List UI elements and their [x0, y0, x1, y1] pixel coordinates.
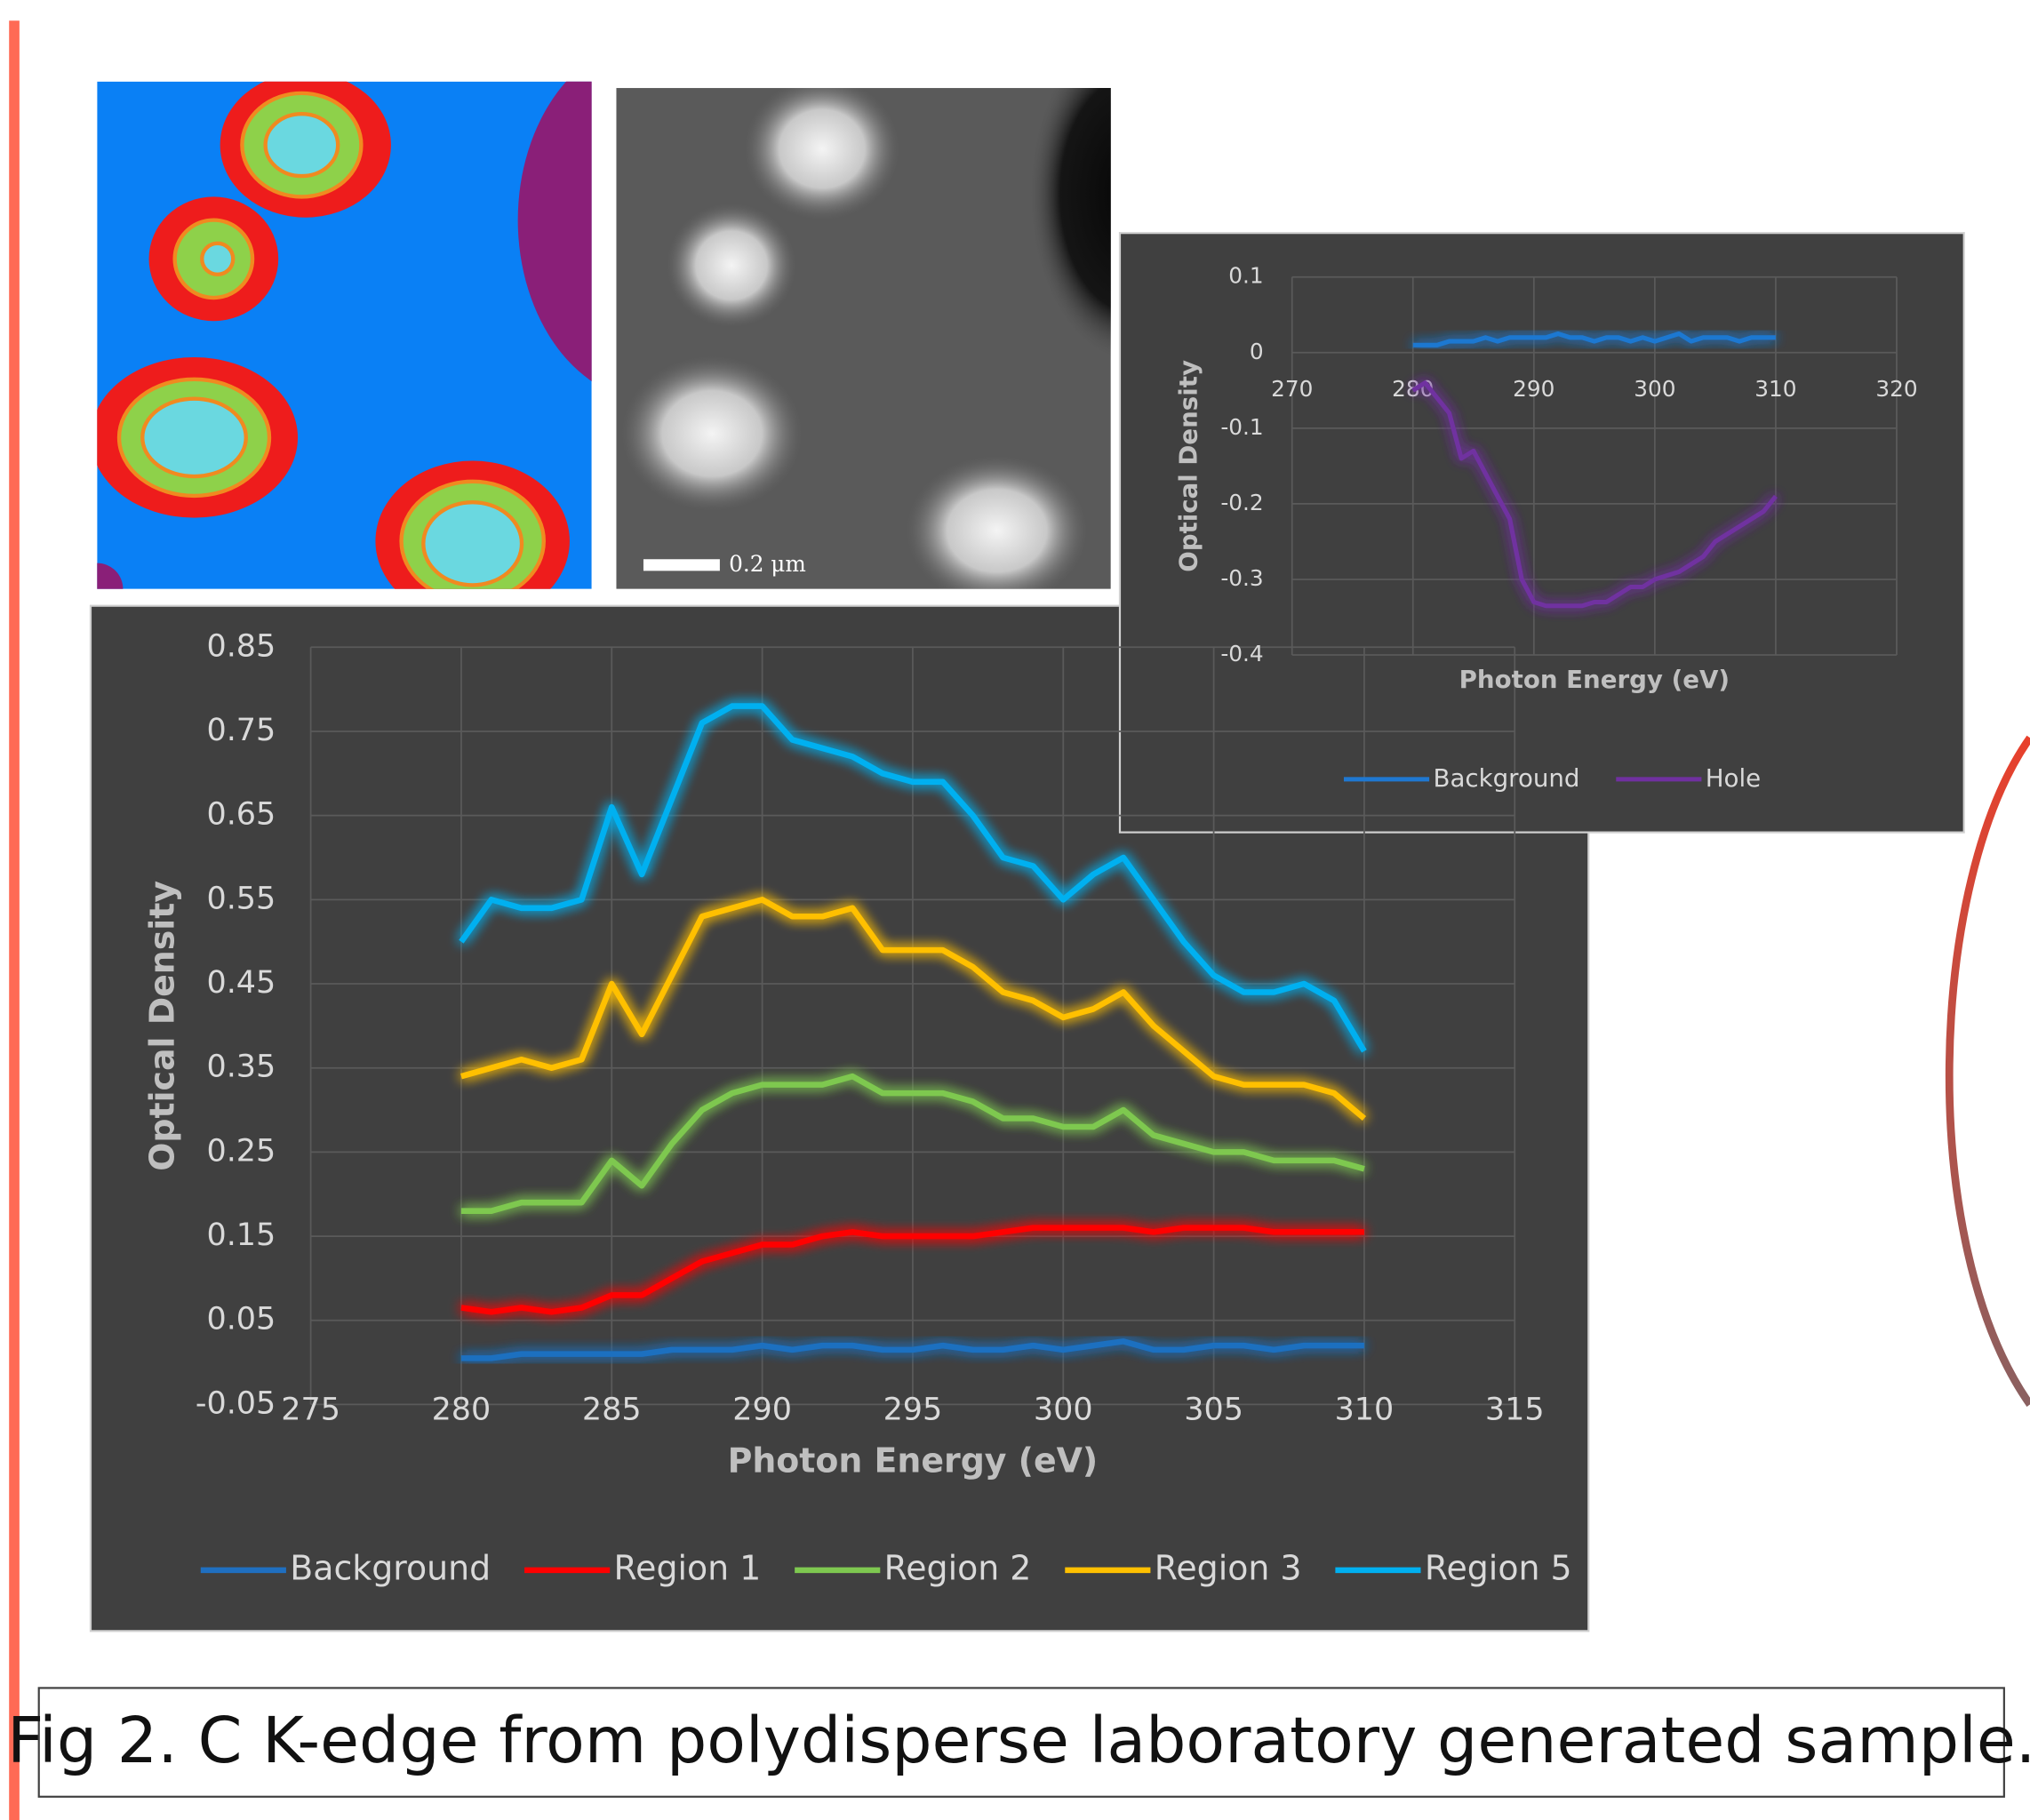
x-axis-title: Photon Energy (eV)	[1459, 665, 1730, 694]
x-axis-title: Photon Energy (eV)	[728, 1441, 1099, 1480]
y-tick-label: -0.4	[1220, 641, 1263, 667]
data-line	[460, 1225, 1364, 1315]
caption: Fig 2. C K-edge from polydisperse labora…	[7, 1704, 2030, 1777]
y-tick-label: 0.15	[206, 1217, 276, 1253]
x-tick-label: 320	[1875, 376, 1917, 402]
y-tick-label: 0.35	[206, 1050, 276, 1085]
x-tick-label: 280	[432, 1393, 492, 1428]
data-line	[1412, 331, 1776, 347]
caption-box	[37, 1687, 2005, 1798]
y-tick-label: 0.85	[206, 628, 276, 664]
y-tick-label: 0.45	[206, 965, 276, 1001]
legend-label: Region 1	[614, 1548, 762, 1587]
micrograph: 0.2 μm	[616, 88, 1111, 589]
y-tick-label: 0.65	[206, 797, 276, 833]
y-tick-label: 0.55	[206, 881, 276, 916]
segmentation-map	[97, 81, 592, 589]
scale-bar-label: 0.2 μm	[729, 551, 806, 577]
x-tick-label: 315	[1485, 1393, 1545, 1428]
data-line	[460, 1073, 1365, 1214]
x-tick-label: 305	[1184, 1393, 1243, 1428]
x-tick-label: 310	[1335, 1393, 1395, 1428]
x-tick-label: 300	[1034, 1393, 1093, 1428]
legend-label: Region 5	[1425, 1548, 1572, 1587]
x-tick-label: 295	[883, 1393, 943, 1428]
y-tick-label: 0.25	[206, 1133, 276, 1169]
x-tick-label: 310	[1754, 376, 1796, 402]
data-line	[460, 1338, 1364, 1361]
legend-label: Region 3	[1155, 1548, 1302, 1587]
x-tick-label: 270	[1271, 376, 1313, 402]
y-tick-label: -0.3	[1220, 565, 1263, 591]
y-tick-label: -0.05	[196, 1385, 276, 1421]
y-tick-label: -0.1	[1220, 414, 1263, 440]
legend-label: Background	[1433, 763, 1579, 793]
x-tick-label: 300	[1634, 376, 1675, 402]
x-tick-label: 290	[732, 1393, 792, 1428]
legend-label: Region 2	[884, 1548, 1032, 1587]
y-tick-label: -0.2	[1220, 490, 1263, 515]
data-line	[459, 703, 1367, 1053]
y-axis-title: Optical Density	[143, 881, 182, 1171]
y-tick-label: 0.05	[206, 1302, 276, 1337]
x-tick-label: 275	[281, 1393, 340, 1428]
data-line	[460, 897, 1367, 1122]
inset-chart-panel	[1118, 232, 1965, 834]
legend-label: Background	[290, 1548, 491, 1587]
legend-label: Hole	[1706, 763, 1761, 793]
x-tick-label: 285	[582, 1393, 642, 1428]
frame-arc	[1945, 735, 2030, 1407]
y-tick-label: 0.75	[206, 713, 276, 748]
data-line	[1411, 380, 1778, 609]
y-tick-label: 0.1	[1228, 263, 1263, 289]
x-tick-label: 290	[1513, 376, 1554, 402]
y-tick-label: 0	[1250, 339, 1264, 364]
y-axis-title: Optical Density	[1174, 360, 1203, 572]
